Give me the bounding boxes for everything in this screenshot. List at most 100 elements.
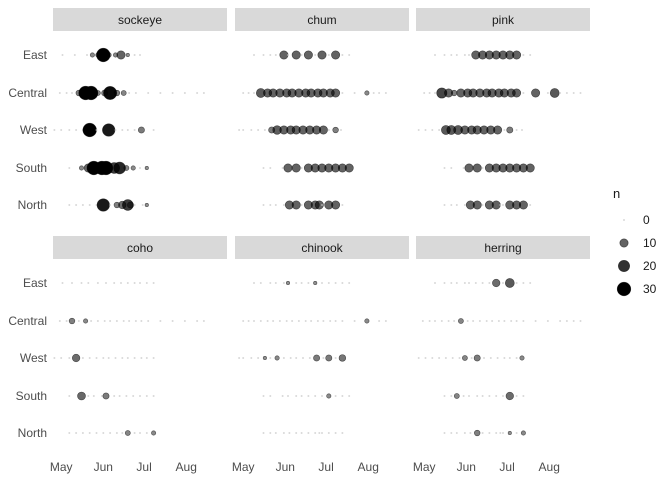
data-point <box>481 204 484 206</box>
data-point <box>491 320 494 322</box>
data-point <box>250 357 253 359</box>
data-point <box>481 395 484 397</box>
data-point <box>253 92 255 94</box>
data-point <box>344 163 354 173</box>
data-point <box>364 90 370 96</box>
data-point <box>417 129 420 131</box>
legend-title: n <box>613 186 620 201</box>
data-point <box>515 320 518 322</box>
data-point <box>492 278 501 288</box>
data-point <box>508 357 511 359</box>
data-point <box>546 320 549 322</box>
data-point <box>515 129 518 131</box>
data-point <box>102 432 105 434</box>
y-tick-label: East <box>23 48 48 62</box>
data-point <box>502 282 504 284</box>
data-point <box>473 354 481 362</box>
data-point <box>247 92 250 94</box>
data-point <box>257 357 260 359</box>
data-point <box>503 129 506 131</box>
data-point <box>147 92 150 94</box>
data-point <box>68 395 71 397</box>
x-tick-label: May <box>232 460 255 474</box>
data-point <box>121 357 124 359</box>
data-point <box>145 282 148 284</box>
data-point <box>300 204 303 206</box>
data-point <box>463 54 466 56</box>
strip-label-chinook: chinook <box>301 241 343 255</box>
data-point <box>291 163 301 173</box>
data-point <box>488 282 491 284</box>
data-point <box>285 320 288 322</box>
data-point <box>242 92 245 94</box>
legend-label: 10 <box>643 236 657 250</box>
data-point <box>474 282 477 284</box>
data-point <box>105 282 107 284</box>
data-point <box>444 88 454 98</box>
data-point <box>83 318 89 324</box>
data-point <box>81 432 84 434</box>
x-tick-label: Aug <box>176 460 197 474</box>
legend-swatch <box>623 219 625 221</box>
data-point <box>300 395 303 397</box>
data-point <box>125 52 130 58</box>
data-point <box>364 318 370 324</box>
data-point <box>103 86 117 100</box>
data-point <box>133 432 136 434</box>
data-point <box>353 320 356 322</box>
data-point <box>307 282 310 284</box>
data-point <box>455 282 458 284</box>
data-point <box>83 85 99 101</box>
data-point <box>285 280 291 286</box>
y-tick-label: South <box>16 389 47 403</box>
data-point <box>242 320 245 322</box>
data-point <box>318 125 328 135</box>
data-point <box>61 54 64 56</box>
data-point <box>579 320 582 322</box>
data-point <box>128 92 131 94</box>
data-point <box>60 129 63 131</box>
data-point <box>89 52 95 58</box>
data-point <box>274 282 277 284</box>
data-point <box>133 54 136 56</box>
data-point <box>450 282 453 284</box>
data-point <box>127 201 134 209</box>
data-point <box>447 320 450 322</box>
data-point <box>341 204 344 206</box>
data-point <box>321 204 323 206</box>
data-point <box>281 395 284 397</box>
data-point <box>450 395 453 397</box>
data-point <box>450 432 453 434</box>
data-point <box>300 282 303 284</box>
data-point <box>314 54 317 56</box>
legend-swatch <box>618 260 630 272</box>
data-point <box>307 395 310 397</box>
data-point <box>109 204 112 206</box>
legend-swatch <box>616 281 632 297</box>
data-point <box>114 357 117 359</box>
data-point <box>300 54 303 56</box>
data-point <box>431 129 434 131</box>
panel-pink: pink <box>416 8 590 210</box>
data-point <box>159 92 162 94</box>
data-point <box>565 92 568 94</box>
data-point <box>145 395 148 397</box>
data-point <box>139 282 141 284</box>
x-tick-label: Jun <box>276 460 295 474</box>
data-point <box>253 54 255 56</box>
data-point <box>266 320 269 322</box>
data-point <box>341 395 344 397</box>
data-point <box>262 54 265 56</box>
data-point <box>295 395 298 397</box>
strip-chinook <box>235 236 409 259</box>
data-point <box>300 432 303 434</box>
data-point <box>440 320 443 322</box>
data-point <box>462 395 465 397</box>
data-point <box>515 432 518 434</box>
data-point <box>202 320 205 322</box>
data-point <box>300 167 303 169</box>
data-point <box>505 391 514 401</box>
data-point <box>238 357 241 359</box>
data-point <box>282 357 285 359</box>
data-point <box>96 198 110 212</box>
